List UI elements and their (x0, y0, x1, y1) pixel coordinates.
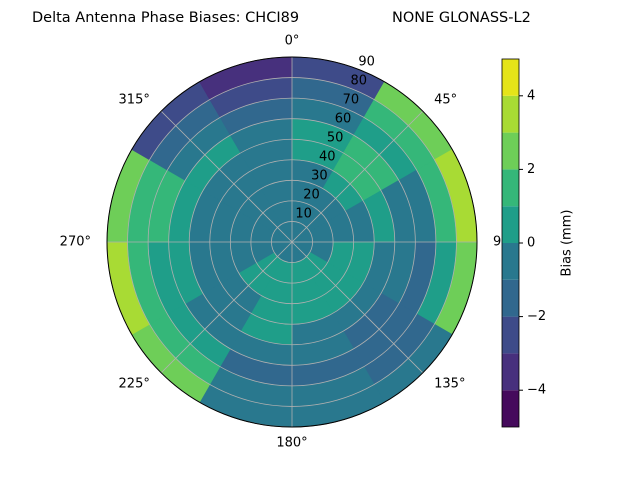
colorbar-label: Bias (mm) (560, 210, 575, 277)
azimuth-label: 135° (434, 377, 465, 392)
grid-spoke (160, 241, 293, 374)
r-tick-label: 10 (295, 206, 312, 221)
colorbar-band (502, 132, 519, 170)
colorbar-tick-label: −2 (527, 309, 546, 324)
colorbar-tick-label: 2 (527, 162, 535, 177)
polar-frame (106, 56, 478, 428)
grid-spoke (291, 110, 424, 243)
colorbar-tick-label: −4 (527, 383, 546, 398)
r-tick-label: 40 (319, 149, 336, 164)
colorbar-band (502, 279, 519, 317)
chart-title: Delta Antenna Phase Biases: CHCI89 (32, 10, 299, 26)
azimuth-label: 0° (285, 34, 300, 49)
r-tick-label: 90 (358, 54, 375, 69)
azimuth-label: 45° (434, 92, 457, 107)
colorbar-band (502, 243, 519, 280)
r-tick-label: 50 (327, 130, 344, 145)
colorbar-tick-label: 4 (527, 88, 535, 103)
chart-subtitle: NONE GLONASS-L2 (392, 10, 531, 26)
r-tick-label: 20 (303, 187, 320, 202)
colorbar-tick-label: 0 (527, 236, 535, 251)
grid-spoke (160, 110, 293, 243)
azimuth-label: 315° (119, 92, 150, 107)
r-tick-label: 60 (335, 111, 352, 126)
grid-spoke (291, 241, 424, 374)
colorbar-band (502, 59, 519, 96)
r-tick-label: 70 (343, 92, 360, 107)
azimuth-label: 270° (60, 235, 91, 250)
colorbar-band (502, 390, 519, 427)
azimuth-label: 180° (276, 436, 307, 451)
colorbar-band (502, 316, 519, 354)
r-tick-label: 30 (311, 168, 328, 183)
colorbar-band (502, 206, 519, 243)
colorbar-band (502, 95, 519, 133)
colorbar-band (502, 169, 519, 207)
r-tick-label: 80 (350, 73, 367, 88)
colorbar-band (502, 353, 519, 391)
azimuth-label: 225° (119, 377, 150, 392)
